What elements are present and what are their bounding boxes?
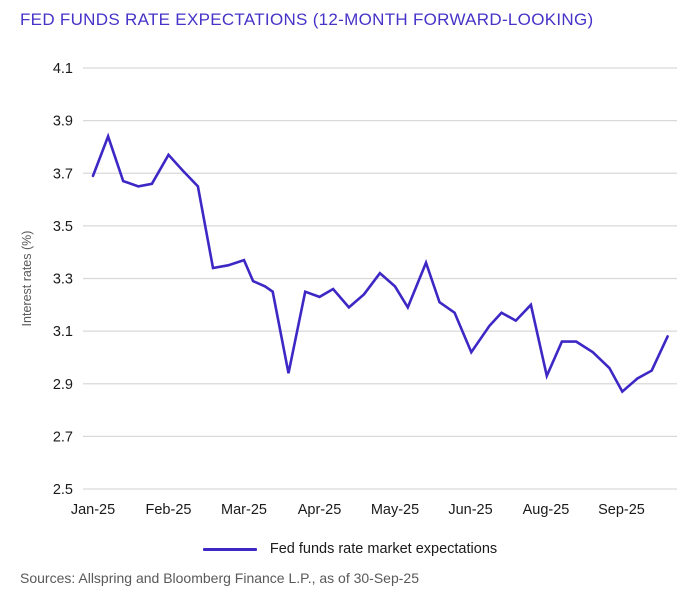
y-tick-label: 3.9 xyxy=(53,114,73,130)
y-axis-label: Interest rates (%) xyxy=(20,231,34,327)
x-tick-label: May-25 xyxy=(371,502,419,518)
x-tick-label: Aug-25 xyxy=(523,502,570,518)
fed-funds-expectations-line xyxy=(91,132,669,394)
chart-title: FED FUNDS RATE EXPECTATIONS (12-MONTH FO… xyxy=(20,10,594,29)
x-tick-label: Jun-25 xyxy=(448,502,492,518)
y-tick-label: 3.5 xyxy=(53,219,73,235)
y-tick-label: 2.7 xyxy=(53,429,73,445)
legend: Fed funds rate market expectations xyxy=(0,541,700,557)
y-tick-label: 4.1 xyxy=(53,61,73,77)
x-tick-label: Sep-25 xyxy=(598,502,645,518)
y-tick-label: 2.9 xyxy=(53,377,73,393)
x-tick-label: Apr-25 xyxy=(298,502,342,518)
legend-label: Fed funds rate market expectations xyxy=(269,541,498,557)
x-tick-label: Feb-25 xyxy=(146,502,192,518)
legend-line-swatch xyxy=(202,547,257,551)
x-tick-label: Mar-25 xyxy=(221,502,267,518)
x-tick-label: Jan-25 xyxy=(71,502,115,518)
y-tick-label: 3.3 xyxy=(53,272,73,288)
line-chart: 4.1 3.9 3.7 3.5 3.3 3.1 2.9 2.7 2.5 Interest rate… xyxy=(20,61,677,518)
sources-note: Sources: Allspring and Bloomberg Finance… xyxy=(20,570,419,586)
y-tick-label: 3.7 xyxy=(53,166,73,182)
y-tick-label: 2.5 xyxy=(53,482,73,498)
y-tick-label: 3.1 xyxy=(53,324,73,340)
